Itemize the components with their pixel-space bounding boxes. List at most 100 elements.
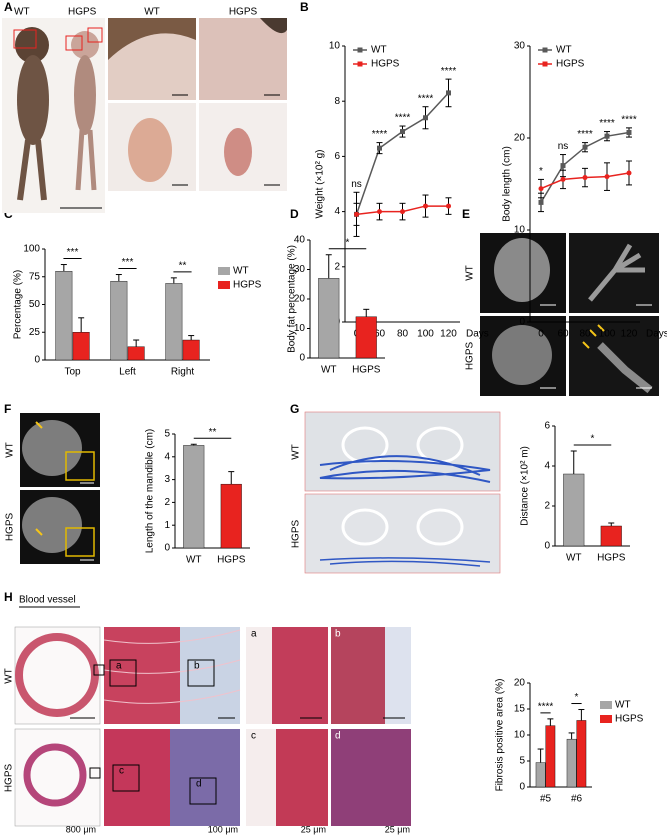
panel-g-images	[304, 411, 501, 574]
x-tick-label: 60	[374, 329, 386, 340]
panel-f-images	[20, 413, 100, 564]
marker	[377, 209, 382, 215]
significance: ****	[372, 129, 388, 140]
y-tick-label: 2	[334, 261, 340, 272]
marker	[446, 203, 451, 209]
marker	[423, 115, 428, 121]
row-label: HGPS	[291, 520, 302, 549]
image-label: WT	[14, 7, 30, 18]
panel-letter: A	[4, 0, 13, 14]
y-tick-label: 100	[23, 244, 40, 255]
x-tick-label: 120	[621, 329, 638, 340]
marker	[604, 174, 610, 180]
y-tick-label: 75	[29, 271, 41, 282]
y-axis-title: Body fat percentage (%)	[287, 245, 298, 353]
x-axis-title: Days	[646, 329, 667, 340]
bar	[165, 283, 183, 361]
legend-label: HGPS	[371, 59, 400, 70]
legend-label: WT	[233, 266, 249, 277]
significance: *	[346, 237, 350, 248]
legend-label: HGPS	[556, 59, 585, 70]
significance: ****	[418, 93, 434, 104]
legend-label: HGPS	[233, 280, 262, 291]
x-tick-label: #5	[540, 794, 552, 805]
bar	[72, 332, 90, 361]
significance: ***	[122, 257, 134, 268]
bar	[183, 445, 205, 549]
image-label: HGPS	[229, 7, 258, 18]
x-axis-title: Days	[466, 329, 489, 340]
scale-label: 800 μm	[66, 824, 96, 834]
panel-letter: G	[290, 402, 299, 416]
y-tick-label: 5	[164, 429, 170, 440]
x-tick-label: 60	[557, 329, 569, 340]
row-label: HGPS	[5, 513, 16, 542]
marker	[604, 133, 610, 139]
y-tick-label: 4	[334, 206, 340, 217]
y-tick-label: 10	[329, 41, 341, 52]
panel-letter: B	[300, 0, 309, 14]
marker	[582, 144, 588, 150]
panel-letter: H	[4, 590, 13, 604]
y-tick-label: 20	[514, 133, 526, 144]
y-tick-label: 10	[294, 323, 306, 334]
y-tick-label: 0	[519, 317, 525, 328]
legend-label: WT	[615, 700, 631, 711]
significance: ns	[558, 141, 569, 152]
x-tick-label: Left	[119, 367, 136, 378]
panel-h-images	[14, 626, 411, 827]
bar	[182, 339, 200, 361]
y-tick-label: 25	[29, 327, 41, 338]
y-tick-label: 3	[164, 474, 170, 485]
bar	[127, 346, 145, 361]
legend-marker	[542, 61, 548, 67]
marker	[538, 199, 544, 205]
y-tick-label: 10	[514, 225, 526, 236]
marker	[354, 211, 359, 217]
x-tick-label: WT	[186, 555, 202, 566]
inset-letter: a	[116, 661, 122, 672]
row-label: HGPS	[465, 342, 476, 371]
panel-title: Blood vessel	[19, 595, 76, 606]
inset-letter: a	[251, 629, 257, 640]
y-axis-title: Weight (×10² g)	[315, 149, 326, 218]
x-tick-label: 100	[417, 329, 434, 340]
y-axis-title: Percentage (%)	[13, 270, 24, 339]
y-tick-label: 0	[544, 541, 550, 552]
y-tick-label: 2	[544, 501, 550, 512]
legend-marker	[357, 61, 363, 67]
x-tick-label: HGPS	[597, 553, 626, 564]
row-label: WT	[5, 442, 16, 458]
legend-marker	[357, 47, 363, 53]
y-tick-label: 0	[299, 353, 305, 364]
y-tick-label: 8	[334, 96, 340, 107]
bar	[110, 280, 128, 361]
panel-a-images	[2, 18, 287, 213]
x-tick-label: #6	[571, 794, 583, 805]
bar	[220, 483, 242, 549]
marker	[446, 90, 451, 96]
x-tick-label: HGPS	[217, 555, 246, 566]
bar	[600, 525, 622, 547]
significance: *	[591, 434, 595, 445]
y-axis-title: Body length (cm)	[502, 146, 513, 222]
y-tick-label: 0	[164, 543, 170, 554]
bar	[576, 720, 587, 788]
bar	[566, 738, 577, 788]
marker	[400, 209, 405, 215]
y-tick-label: 20	[514, 678, 526, 689]
legend-marker	[542, 47, 548, 53]
marker	[626, 170, 632, 176]
y-tick-label: 30	[514, 41, 526, 52]
bar	[55, 271, 73, 361]
x-tick-label: 80	[397, 329, 409, 340]
y-tick-label: 0	[519, 782, 525, 793]
significance: *	[539, 166, 543, 177]
row-label: WT	[291, 444, 302, 460]
legend-swatch	[600, 701, 612, 709]
row-label: WT	[465, 265, 476, 281]
marker	[560, 176, 566, 182]
row-label: HGPS	[4, 764, 15, 793]
marker	[400, 129, 405, 135]
